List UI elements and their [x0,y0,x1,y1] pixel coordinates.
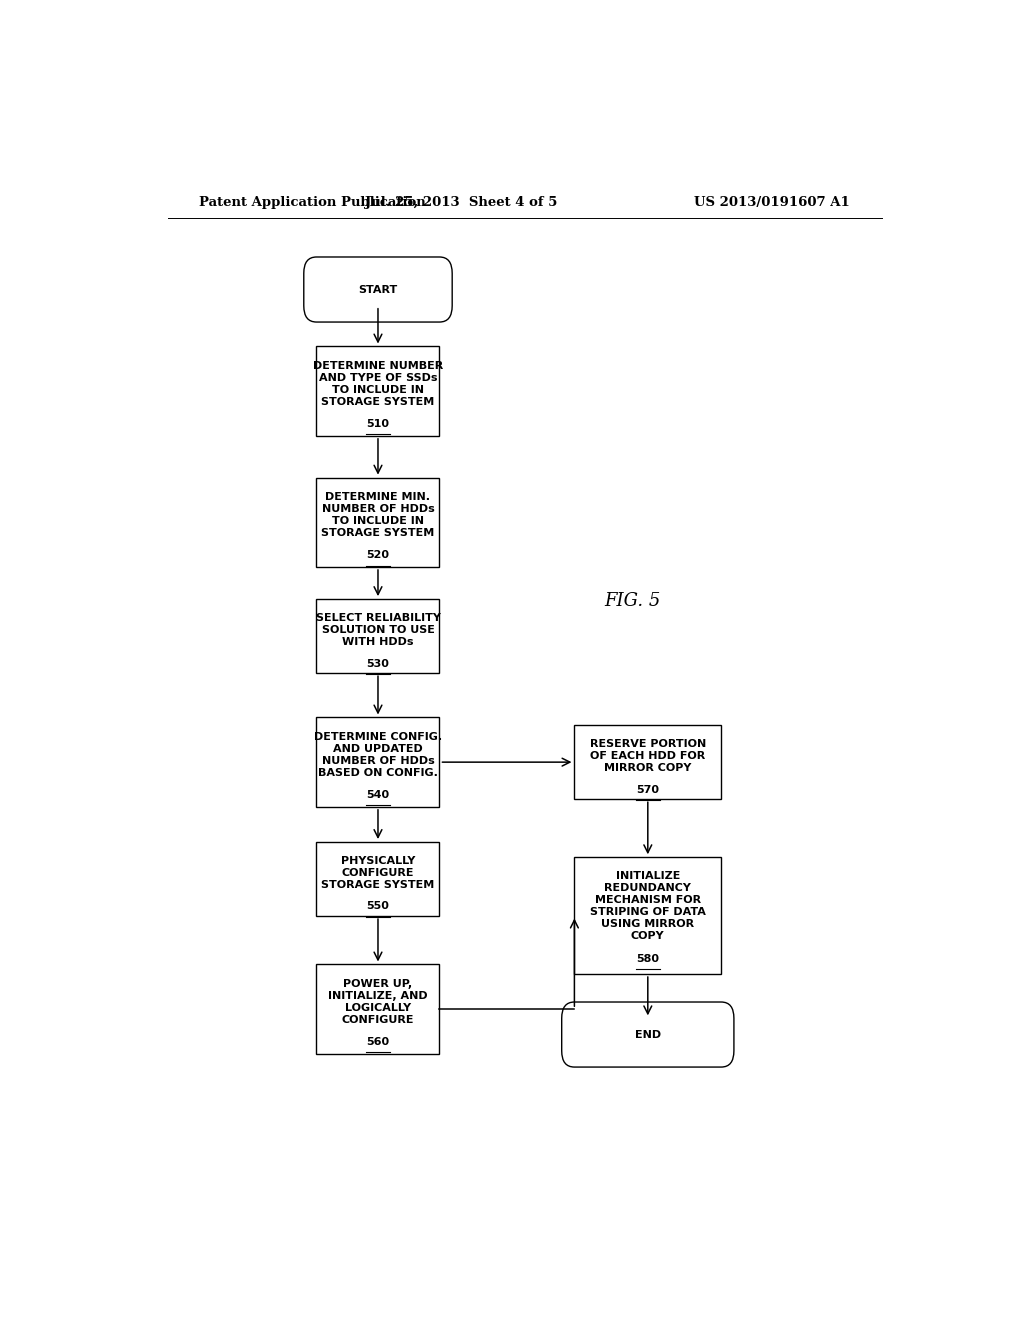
Bar [316,346,439,436]
Text: 580: 580 [636,954,659,964]
Bar [316,718,439,807]
Text: DETERMINE CONFIG.
AND UPDATED
NUMBER OF HDDs
BASED ON CONFIG.: DETERMINE CONFIG. AND UPDATED NUMBER OF … [314,733,442,777]
Text: INITIALIZE
REDUNDANCY
MECHANISM FOR
STRIPING OF DATA
USING MIRROR
COPY: INITIALIZE REDUNDANCY MECHANISM FOR STRI… [590,871,706,941]
Text: RESERVE PORTION
OF EACH HDD FOR
MIRROR COPY: RESERVE PORTION OF EACH HDD FOR MIRROR C… [590,739,706,774]
Bar [316,965,439,1053]
Text: START: START [358,285,397,294]
Text: 550: 550 [367,902,389,912]
Bar [316,478,439,568]
Text: END: END [635,1030,660,1040]
Text: PHYSICALLY
CONFIGURE
STORAGE SYSTEM: PHYSICALLY CONFIGURE STORAGE SYSTEM [322,857,434,890]
Text: 540: 540 [367,791,389,800]
Bar [316,842,439,916]
Bar [316,599,439,673]
FancyBboxPatch shape [562,1002,734,1067]
Text: Patent Application Publication: Patent Application Publication [200,195,426,209]
Bar [574,725,721,799]
Text: US 2013/0191607 A1: US 2013/0191607 A1 [694,195,850,209]
Text: SELECT RELIABILITY
SOLUTION TO USE
WITH HDDs: SELECT RELIABILITY SOLUTION TO USE WITH … [315,614,440,647]
Text: Jul. 25, 2013  Sheet 4 of 5: Jul. 25, 2013 Sheet 4 of 5 [366,195,557,209]
Text: 530: 530 [367,659,389,668]
Text: DETERMINE MIN.
NUMBER OF HDDs
TO INCLUDE IN
STORAGE SYSTEM: DETERMINE MIN. NUMBER OF HDDs TO INCLUDE… [322,492,434,539]
Text: FIG. 5: FIG. 5 [604,591,660,610]
Bar [574,857,721,974]
Text: DETERMINE NUMBER
AND TYPE OF SSDs
TO INCLUDE IN
STORAGE SYSTEM: DETERMINE NUMBER AND TYPE OF SSDs TO INC… [313,360,443,407]
Text: POWER UP,
INITIALIZE, AND
LOGICALLY
CONFIGURE: POWER UP, INITIALIZE, AND LOGICALLY CONF… [328,979,428,1024]
Text: 570: 570 [636,784,659,795]
FancyBboxPatch shape [304,257,453,322]
Text: 560: 560 [367,1038,389,1047]
Text: 520: 520 [367,550,389,561]
Text: 510: 510 [367,420,389,429]
